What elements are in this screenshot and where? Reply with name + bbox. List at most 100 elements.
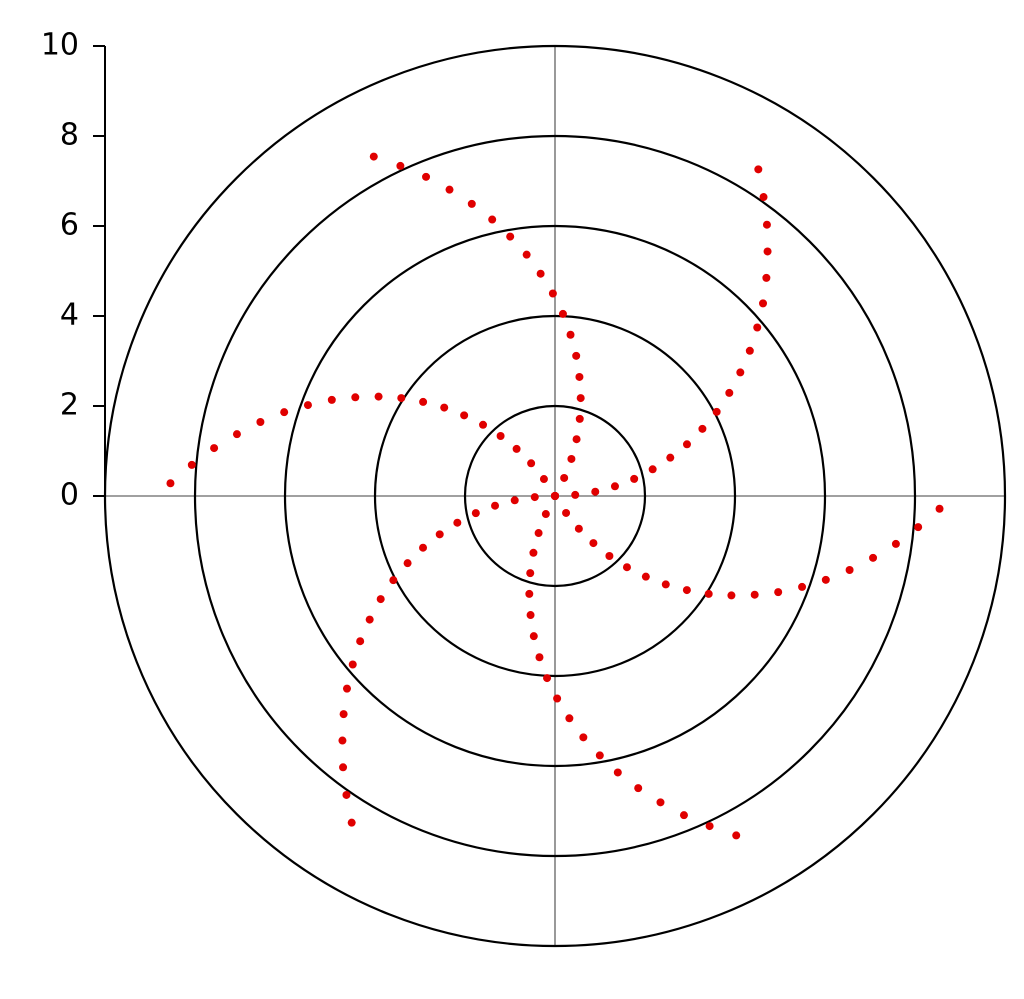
point — [566, 330, 575, 339]
point — [565, 714, 574, 723]
point — [745, 346, 754, 355]
point — [453, 518, 462, 527]
point — [736, 368, 745, 377]
point — [210, 444, 219, 453]
point — [506, 232, 515, 241]
point — [365, 615, 374, 624]
point — [589, 539, 598, 548]
point — [682, 586, 691, 595]
point — [389, 576, 398, 585]
point — [914, 523, 923, 532]
point — [342, 684, 351, 693]
point — [591, 487, 600, 496]
point — [725, 388, 734, 397]
point — [610, 482, 619, 491]
point — [572, 435, 581, 444]
point — [166, 479, 175, 488]
point — [548, 289, 557, 298]
r-tick-label: 2 — [60, 388, 79, 423]
point — [342, 790, 351, 799]
point — [541, 510, 550, 519]
point — [256, 418, 265, 427]
point — [396, 161, 405, 170]
point — [435, 530, 444, 539]
point — [595, 751, 604, 760]
point — [759, 193, 768, 202]
point — [339, 710, 348, 719]
point — [460, 411, 469, 420]
point — [526, 569, 535, 578]
r-tick-label: 10 — [41, 28, 79, 63]
point — [351, 393, 360, 402]
point — [338, 736, 347, 745]
point — [376, 595, 385, 604]
point — [732, 831, 741, 840]
point — [759, 299, 768, 308]
point — [821, 575, 830, 584]
point — [575, 414, 584, 423]
point — [648, 465, 657, 474]
point — [641, 572, 650, 581]
r-tick-label: 8 — [60, 118, 79, 153]
point — [558, 309, 567, 318]
point — [512, 444, 521, 453]
point — [496, 431, 505, 440]
point — [576, 394, 585, 403]
point — [574, 524, 583, 533]
point — [682, 440, 691, 449]
point — [369, 152, 378, 161]
point — [525, 589, 534, 598]
point — [539, 475, 548, 484]
point — [347, 818, 356, 827]
point — [712, 407, 721, 416]
r-tick-label: 0 — [60, 478, 79, 513]
point — [704, 589, 713, 598]
r-tick-label: 6 — [60, 208, 79, 243]
point — [750, 590, 759, 599]
point — [232, 430, 241, 439]
point — [327, 395, 336, 404]
point — [613, 768, 622, 777]
point — [560, 473, 569, 482]
point — [571, 490, 580, 499]
point — [339, 763, 348, 772]
point — [529, 548, 538, 557]
r-tick-label: 4 — [60, 298, 79, 333]
point — [529, 632, 538, 641]
point — [419, 397, 428, 406]
point — [579, 733, 588, 742]
point — [634, 784, 643, 793]
point — [374, 392, 383, 401]
point — [762, 220, 771, 229]
point — [440, 403, 449, 412]
point — [419, 543, 428, 552]
point — [526, 611, 535, 620]
point — [567, 454, 576, 463]
point — [403, 559, 412, 568]
point — [543, 674, 552, 683]
point — [798, 582, 807, 591]
point — [630, 474, 639, 483]
point — [348, 660, 357, 669]
point — [774, 588, 783, 597]
point — [356, 637, 365, 646]
point — [763, 247, 772, 256]
point — [656, 798, 665, 807]
point — [727, 591, 736, 600]
grid-circle — [103, 44, 1007, 948]
grid-circle — [283, 224, 827, 768]
point — [753, 323, 762, 332]
point — [575, 372, 584, 381]
point — [527, 459, 536, 468]
point — [445, 185, 454, 194]
point — [303, 401, 312, 410]
point — [679, 811, 688, 820]
point — [562, 508, 571, 517]
point — [536, 269, 545, 278]
point — [535, 653, 544, 662]
point — [572, 351, 581, 360]
point — [397, 394, 406, 403]
point — [551, 492, 559, 500]
point — [698, 424, 707, 433]
